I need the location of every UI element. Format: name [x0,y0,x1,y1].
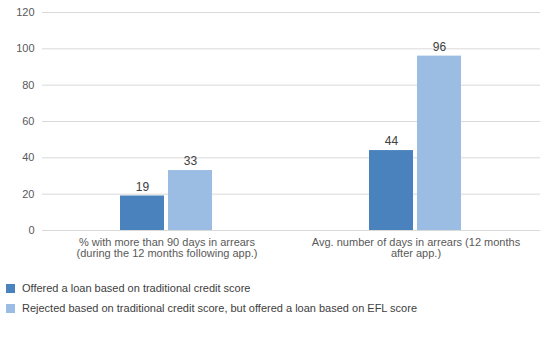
svg-text:44: 44 [385,134,399,148]
svg-text:33: 33 [184,154,198,168]
svg-text:0: 0 [28,224,34,236]
svg-text:120: 120 [16,6,34,18]
svg-text:96: 96 [433,40,447,54]
svg-text:19: 19 [136,180,150,194]
svg-text:20: 20 [22,188,34,200]
svg-text:60: 60 [22,115,34,127]
svg-text:Avg. number of days in arrears: Avg. number of days in arrears (12 month… [312,236,521,259]
svg-text:80: 80 [22,79,34,91]
svg-text:100: 100 [16,42,34,54]
svg-text:% with more than 90 days in ar: % with more than 90 days in arrears(duri… [77,236,258,259]
html-text:Offered a loan based on tradit: Offered a loan based on traditional cred… [22,282,251,294]
html-text:Rejected based on traditional: Rejected based on traditional credit sco… [22,302,417,314]
svg-text:40: 40 [22,151,34,163]
